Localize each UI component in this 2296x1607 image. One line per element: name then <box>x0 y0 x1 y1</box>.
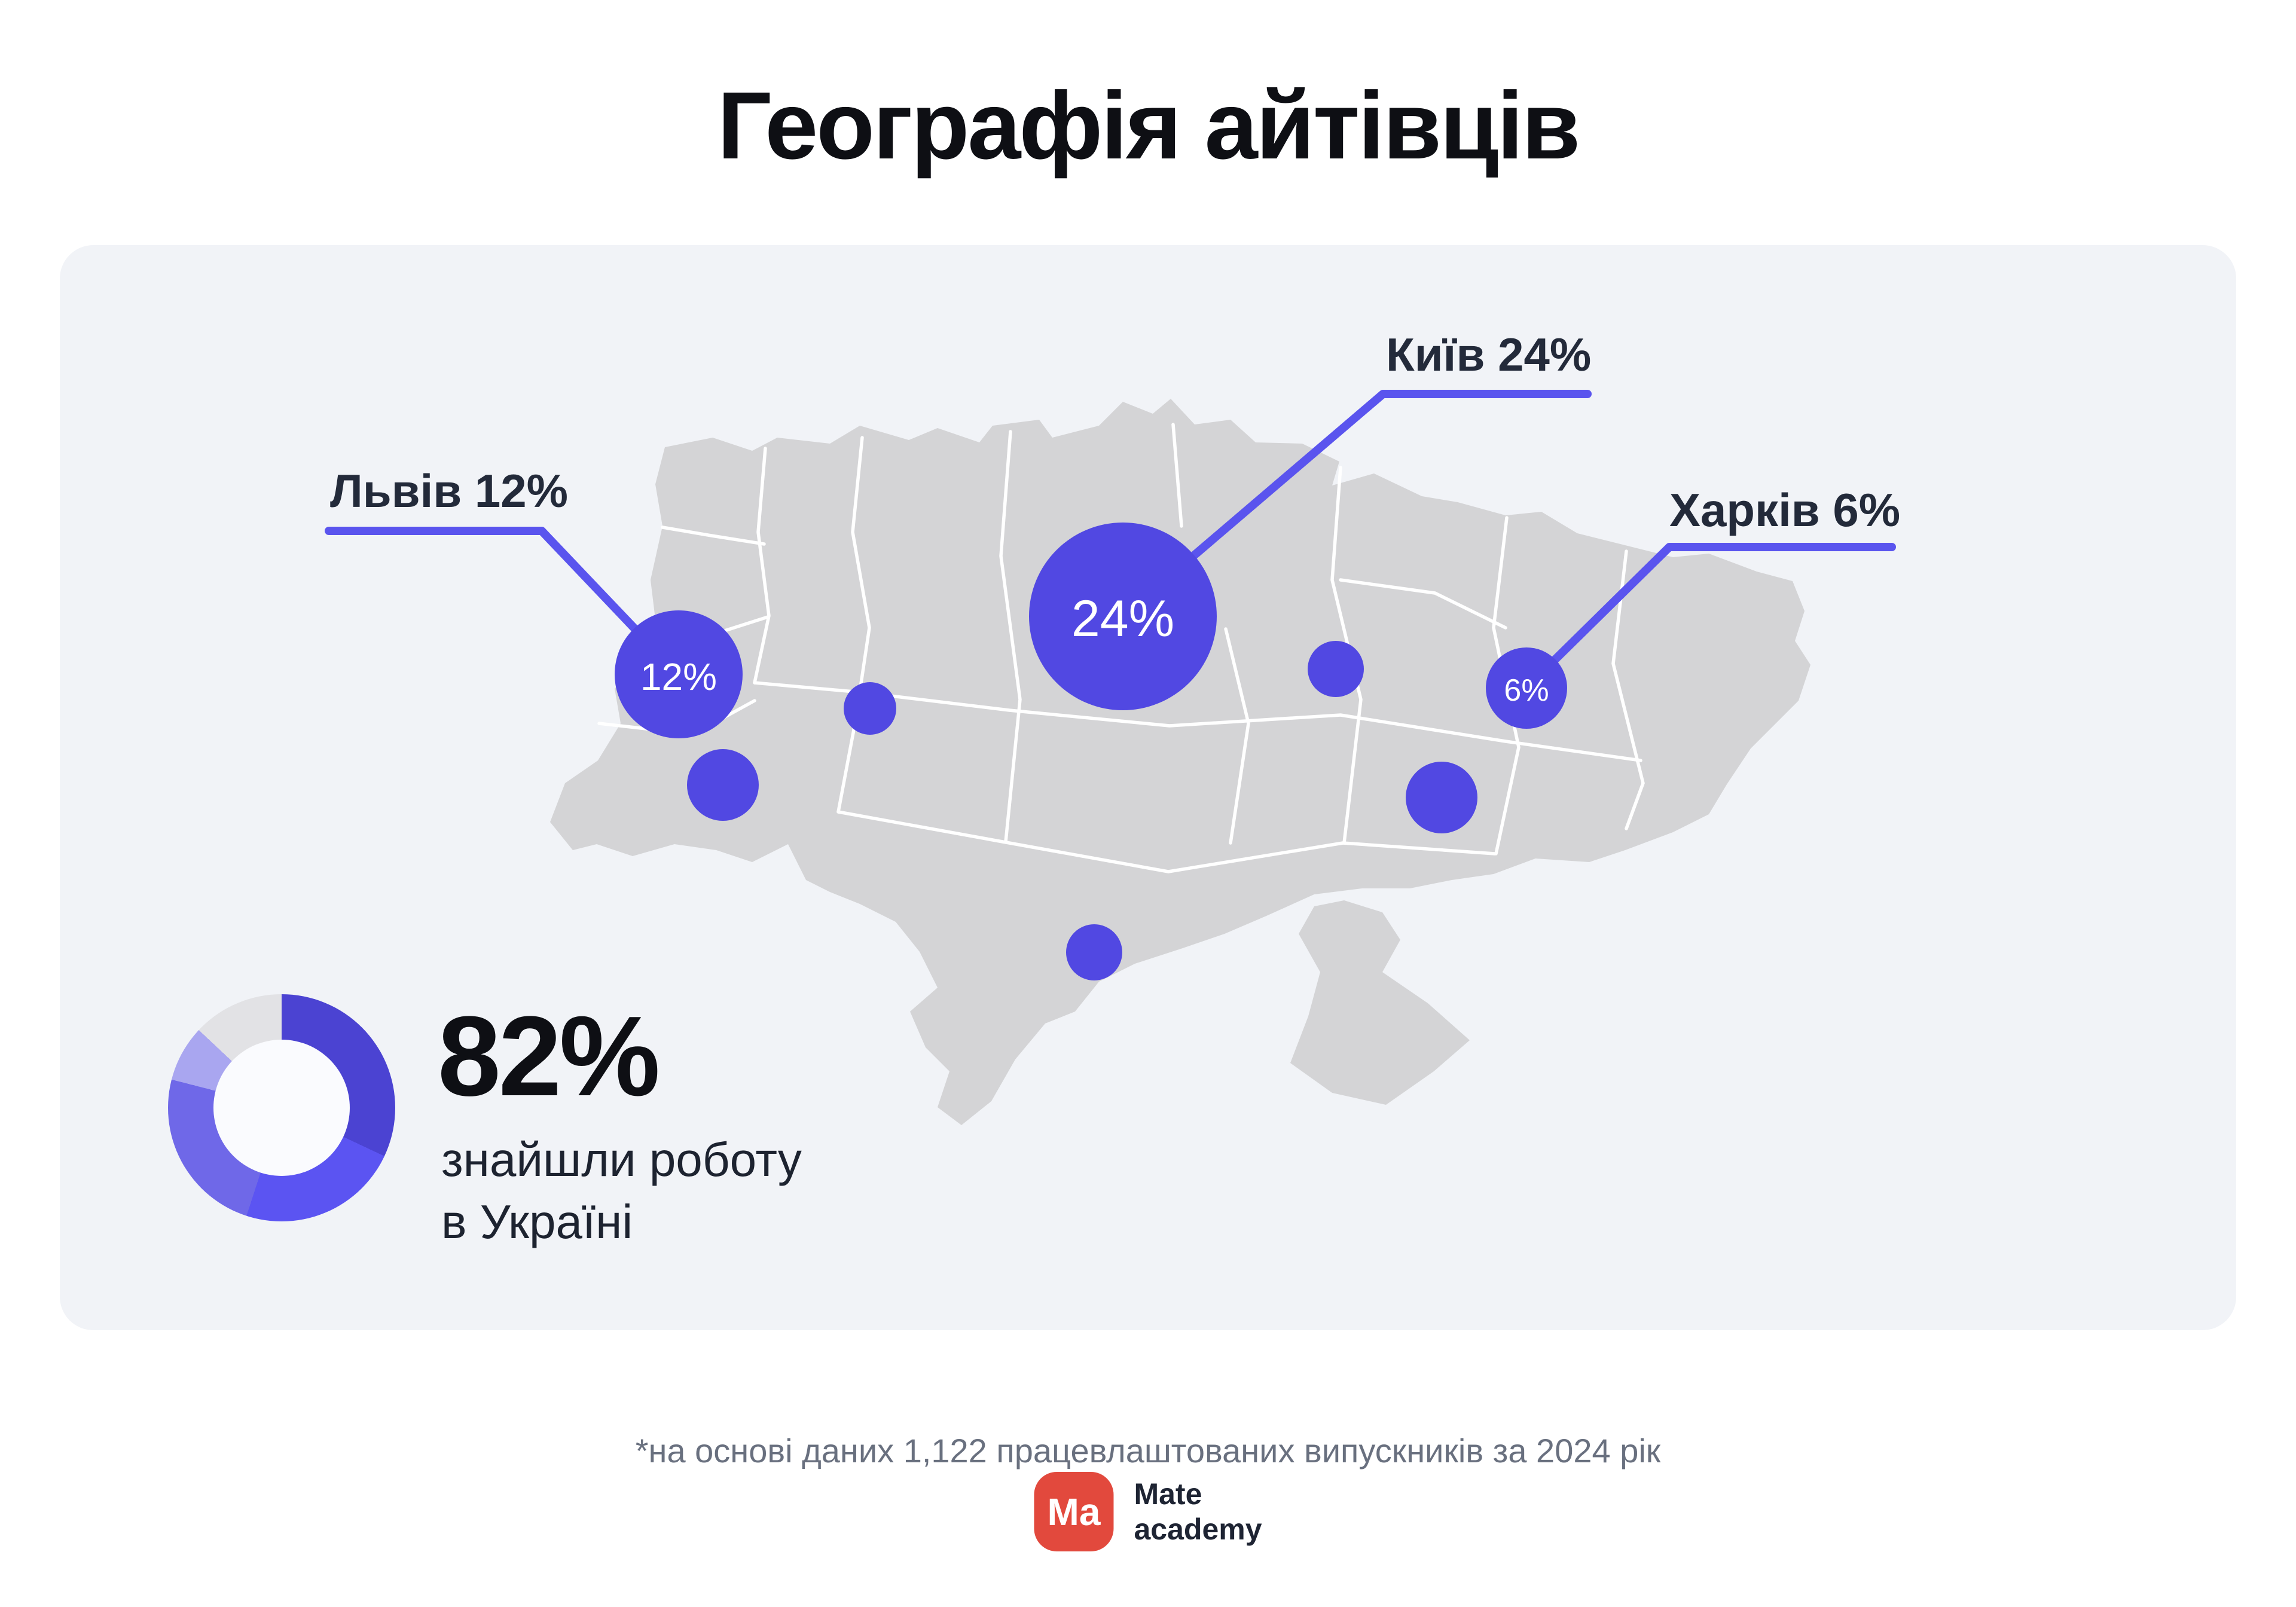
bubble-value-kharkiv: 6% <box>1504 673 1549 708</box>
leader-line-lviv <box>325 527 639 633</box>
logo-name-line2: academy <box>1134 1512 1262 1546</box>
bubble-unlabeled-4 <box>1406 762 1477 833</box>
mate-academy-logo: Ma Mate academy <box>1034 1472 1262 1551</box>
label-lviv: Львів 12% <box>330 465 569 517</box>
logo-name-line1: Mate <box>1134 1477 1202 1511</box>
employment-rate-label-line1: знайшли роботу <box>441 1133 802 1186</box>
employment-donut <box>168 994 395 1221</box>
leader-line-kharkiv <box>1551 543 1896 664</box>
label-kyiv: Київ 24% <box>1386 328 1592 381</box>
bubble-unlabeled-5 <box>1066 924 1122 980</box>
bubble-kharkiv <box>1486 647 1567 729</box>
footnote: *на основі даних 1,122 працевлаштованих … <box>635 1432 1661 1469</box>
employment-rate-value: 82% <box>438 993 660 1120</box>
map-card: 24% 12% 6% Київ 24% Львів 12% Харків 6% … <box>60 245 2236 1330</box>
bubble-unlabeled-2 <box>687 749 759 821</box>
donut-hole <box>213 1040 350 1176</box>
ukraine-outline <box>550 399 1810 1125</box>
leader-line-kyiv <box>1190 390 1592 560</box>
employment-rate-label-line2: в Україні <box>441 1195 633 1248</box>
page-title: Географія айтівців <box>717 72 1581 179</box>
bubble-unlabeled-1 <box>844 682 896 735</box>
label-kharkiv: Харків 6% <box>1669 484 1901 536</box>
bubble-unlabeled-3 <box>1308 641 1364 697</box>
bubble-kyiv <box>1029 523 1217 710</box>
bubble-value-kyiv: 24% <box>1071 590 1174 647</box>
ukraine-map: 24% 12% 6% <box>325 390 1896 1125</box>
crimea-outline <box>1290 900 1470 1105</box>
mate-academy-logo-name: Mate academy <box>1134 1477 1262 1547</box>
bubble-value-lviv: 12% <box>640 655 717 698</box>
employment-rate-label: знайшли роботу в Україні <box>441 1129 802 1253</box>
mate-academy-logo-badge: Ma <box>1034 1472 1114 1551</box>
bubble-lviv <box>615 610 743 738</box>
